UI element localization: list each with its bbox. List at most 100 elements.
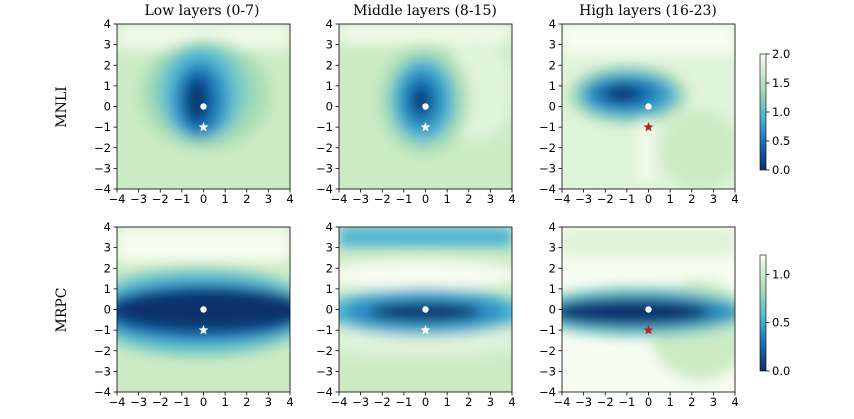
y-tick-label: 3 xyxy=(326,38,333,52)
x-tick-label: 1 xyxy=(443,395,450,409)
x-tick-label: −3 xyxy=(130,395,147,409)
panel-mnli-low xyxy=(116,23,291,190)
star-point-marker xyxy=(643,324,654,335)
x-tick-label: −4 xyxy=(554,192,571,206)
y-tick-label: 4 xyxy=(549,220,556,234)
minimum-point-marker xyxy=(645,306,652,313)
x-tick-label: −3 xyxy=(130,192,147,206)
star-point-marker xyxy=(420,324,431,335)
y-tick-label: 0 xyxy=(326,100,333,114)
y-tick-label: −4 xyxy=(94,182,111,196)
colorbar-tick-label: 0.0 xyxy=(772,364,790,378)
y-tick-label: −3 xyxy=(539,364,556,378)
x-tick-label: 0 xyxy=(200,395,207,409)
x-tick-label: 4 xyxy=(508,192,515,206)
x-tick-label: −1 xyxy=(618,192,635,206)
x-tick-label: −3 xyxy=(575,192,592,206)
x-tick-label: 4 xyxy=(731,395,738,409)
colorbar-tick-label: 0.5 xyxy=(772,316,790,330)
y-tick-label: 3 xyxy=(549,241,556,255)
x-tick-label: −2 xyxy=(152,395,169,409)
y-tick-label: −1 xyxy=(539,323,556,337)
x-tick-label: 1 xyxy=(221,395,228,409)
y-tick-label: −3 xyxy=(316,364,333,378)
row-label-mnli: MNLI xyxy=(54,86,70,127)
y-tick-label: −4 xyxy=(539,182,556,196)
y-tick-label: −1 xyxy=(539,120,556,134)
x-tick-label: −1 xyxy=(618,395,635,409)
y-tick-label: −2 xyxy=(94,141,111,155)
x-tick-label: 2 xyxy=(688,395,695,409)
x-tick-label: −4 xyxy=(331,192,348,206)
y-tick-label: 2 xyxy=(549,58,556,72)
star-point-marker xyxy=(643,121,654,132)
y-tick-label: −3 xyxy=(94,161,111,175)
y-tick-label: 0 xyxy=(549,303,556,317)
x-tick-label: 2 xyxy=(243,395,250,409)
y-tick-label: 0 xyxy=(549,100,556,114)
colorbar-tick-label: 1.5 xyxy=(772,76,790,90)
minimum-point-marker xyxy=(200,306,207,313)
colorbar-mrpc xyxy=(759,254,767,372)
colorbar-tick-label: 0.5 xyxy=(772,134,790,148)
y-tick-label: 2 xyxy=(549,261,556,275)
x-tick-label: 3 xyxy=(710,395,717,409)
x-tick-label: 1 xyxy=(443,192,450,206)
y-tick-label: 3 xyxy=(549,38,556,52)
x-tick-label: 1 xyxy=(666,395,673,409)
star-point-marker xyxy=(420,121,431,132)
panel-title-low: Low layers (0-7) xyxy=(145,3,260,19)
y-tick-label: −4 xyxy=(316,182,333,196)
x-tick-label: −4 xyxy=(109,395,126,409)
x-tick-label: 3 xyxy=(265,192,272,206)
x-tick-label: −3 xyxy=(352,395,369,409)
colorbar-tick-label: 2.0 xyxy=(772,47,790,61)
minimum-point-marker xyxy=(422,306,429,313)
y-tick-label: 1 xyxy=(549,79,556,93)
minimum-point-marker xyxy=(645,103,652,110)
x-tick-label: 3 xyxy=(265,395,272,409)
x-tick-label: 2 xyxy=(465,395,472,409)
x-tick-label: 0 xyxy=(200,192,207,206)
y-tick-label: 4 xyxy=(104,17,111,31)
x-tick-label: 2 xyxy=(688,192,695,206)
minimum-point-marker xyxy=(422,103,429,110)
panel-title-middle: Middle layers (8-15) xyxy=(353,3,497,19)
y-tick-label: −3 xyxy=(94,364,111,378)
y-tick-label: −4 xyxy=(94,385,111,399)
y-tick-label: −1 xyxy=(94,120,111,134)
x-tick-label: 4 xyxy=(286,395,293,409)
x-tick-label: 3 xyxy=(487,192,494,206)
panel-mnli-middle xyxy=(338,23,513,190)
y-tick-label: 3 xyxy=(104,38,111,52)
x-tick-label: −2 xyxy=(152,192,169,206)
y-tick-label: −4 xyxy=(539,385,556,399)
y-tick-label: −2 xyxy=(316,141,333,155)
y-tick-label: −1 xyxy=(94,323,111,337)
x-tick-label: −4 xyxy=(331,395,348,409)
y-tick-label: −1 xyxy=(316,323,333,337)
y-tick-label: 1 xyxy=(104,282,111,296)
y-tick-label: −3 xyxy=(316,161,333,175)
y-tick-label: −2 xyxy=(316,344,333,358)
y-tick-label: −3 xyxy=(539,161,556,175)
y-tick-label: 0 xyxy=(326,303,333,317)
y-tick-label: 2 xyxy=(326,58,333,72)
panel-title-high: High layers (16-23) xyxy=(579,3,717,19)
y-tick-label: 4 xyxy=(104,220,111,234)
y-tick-label: 1 xyxy=(326,79,333,93)
y-tick-label: 2 xyxy=(326,261,333,275)
y-tick-label: 0 xyxy=(104,100,111,114)
y-tick-label: 1 xyxy=(549,282,556,296)
colorbar-tick-label: 0.0 xyxy=(772,163,790,177)
x-tick-label: 3 xyxy=(487,395,494,409)
x-tick-label: 1 xyxy=(221,192,228,206)
x-tick-label: 4 xyxy=(286,192,293,206)
x-tick-label: −1 xyxy=(395,395,412,409)
x-tick-label: −2 xyxy=(597,192,614,206)
x-tick-label: 3 xyxy=(710,192,717,206)
colorbar-tick-label: 1.0 xyxy=(772,105,790,119)
x-tick-label: 2 xyxy=(243,192,250,206)
star-point-marker xyxy=(198,121,209,132)
x-tick-label: −1 xyxy=(395,192,412,206)
